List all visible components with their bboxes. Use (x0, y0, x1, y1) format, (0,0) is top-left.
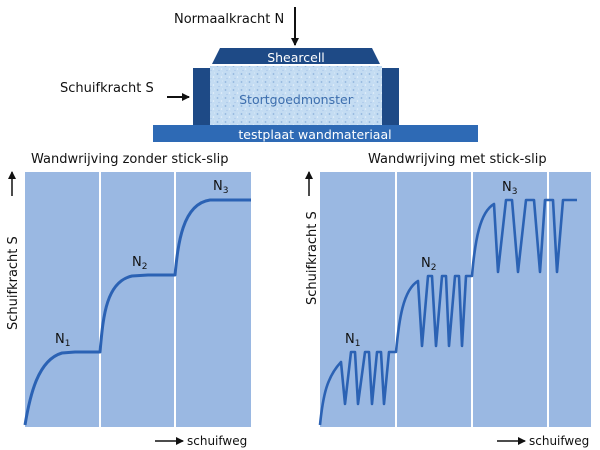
shearcell-label: Shearcell (267, 50, 325, 65)
normal-force-label: Normaalkracht N (174, 12, 284, 27)
level-label-n1: N1 (345, 332, 360, 349)
shear-force-curve (23, 198, 251, 426)
y-axis-label: Schuifkracht S (6, 236, 21, 330)
x-axis-label: schuifweg (529, 434, 589, 448)
shear-apparatus: Normaalkracht N Shearcell Stortgoedmonst… (60, 7, 478, 142)
chart-with-stick-slip: Wandwrijving met stick-slip N1 N2 N3 Sch… (305, 152, 591, 448)
shearcell-lid (212, 48, 380, 64)
level-label-n2: N2 (132, 255, 147, 272)
plate-label: testplaat wandmateriaal (238, 127, 391, 142)
level-label-n1: N1 (55, 332, 70, 349)
y-axis-label: Schuifkracht S (305, 211, 320, 305)
wall-test-plate (153, 125, 478, 142)
level-label-n2: N2 (421, 256, 436, 273)
shear-force-curve (318, 198, 577, 426)
bulk-sample (210, 66, 382, 125)
shear-force-label: Schuifkracht S (60, 81, 154, 96)
chart-title: Wandwrijving zonder stick-slip (31, 152, 228, 167)
sample-label: Stortgoedmonster (239, 92, 354, 107)
shearcell-wall-right (382, 68, 399, 125)
level-label-n3: N3 (502, 180, 517, 197)
chart-title: Wandwrijving met stick-slip (368, 152, 547, 167)
chart-panel (25, 172, 251, 427)
chart-without-stick-slip: Wandwrijving zonder stick-slip N1 N2 N3 … (6, 152, 251, 448)
shearcell-wall-left (193, 68, 210, 125)
x-axis-label: schuifweg (187, 434, 247, 448)
level-label-n3: N3 (213, 179, 228, 196)
chart-panel (320, 172, 591, 427)
